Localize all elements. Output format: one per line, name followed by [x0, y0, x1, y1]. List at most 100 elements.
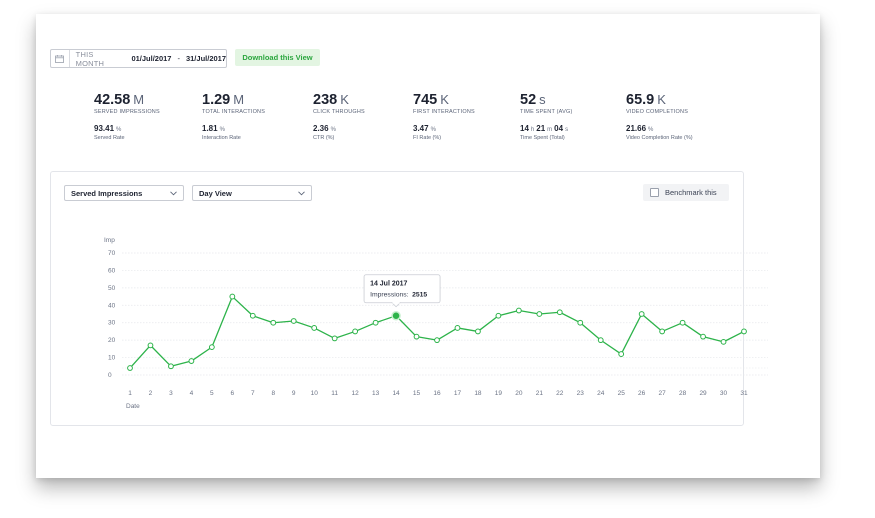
x-axis-label: Date — [126, 403, 140, 410]
x-tick-label: 29 — [699, 390, 707, 397]
data-point — [188, 358, 195, 364]
data-point — [229, 293, 236, 300]
x-tick-label: 13 — [372, 390, 380, 397]
metric-4: 745 K FIRST INTERACTIONS 3.47% FI Rate (%) — [413, 92, 475, 141]
y-axis-label: Imp — [104, 237, 115, 244]
benchmark-label: Benchmark this — [665, 188, 717, 197]
download-view-button[interactable]: Download this View — [235, 49, 320, 66]
metric-sub-value: 2.36% — [313, 124, 336, 133]
x-tick-label: 19 — [495, 390, 503, 397]
data-point — [311, 325, 318, 331]
date-to-value[interactable]: 31/Jul/2017 — [185, 54, 226, 63]
data-point — [679, 319, 686, 326]
metric-select-value: Served Impressions — [71, 188, 143, 198]
metric-value: 52 s — [520, 92, 546, 108]
data-point — [208, 344, 215, 351]
metric-value: 65.9 K — [626, 92, 666, 108]
x-tick-label: 4 — [190, 390, 194, 397]
metric-label: FIRST INTERACTIONS — [413, 109, 475, 115]
x-tick-label: 17 — [454, 390, 462, 397]
benchmark-toggle[interactable]: Benchmark this — [643, 184, 729, 201]
data-point — [127, 365, 133, 371]
data-point — [331, 335, 338, 342]
tooltip-date: 14 Jul 2017 — [370, 281, 407, 288]
data-point — [741, 328, 747, 335]
view-select[interactable]: Day View — [192, 185, 312, 201]
x-tick-label: 14 — [392, 390, 400, 397]
date-from-value[interactable]: 01/Jul/2017 — [131, 54, 172, 63]
x-tick-label: 12 — [352, 390, 360, 397]
data-point — [577, 319, 584, 326]
metric-label: Served Impressions — [94, 109, 160, 115]
view-select-value: Day View — [199, 188, 232, 198]
y-tick-label: 60 — [108, 267, 116, 274]
metric-3: 238 K CLICK THROUGHS 2.36% CTR (%) — [313, 92, 365, 141]
metric-sub-value: 3.47% — [413, 124, 436, 133]
metric-6: 65.9 K VIDEO COMPLETIONS 21.66% Video Comple… — [626, 92, 693, 141]
metric-value: 1.29 M — [202, 92, 245, 108]
x-tick-label: 1 — [128, 390, 132, 397]
data-point — [475, 328, 481, 335]
chevron-down-icon — [170, 189, 177, 198]
benchmark-checkbox[interactable] — [650, 188, 659, 197]
y-tick-label: 10 — [108, 355, 116, 362]
x-tick-label: 26 — [638, 390, 646, 397]
y-tick-label: 30 — [108, 320, 116, 327]
metric-sub-label: Interaction Rate — [202, 135, 241, 141]
x-tick-label: 2 — [149, 390, 153, 397]
metric-sub-label: Video Completion Rate (%) — [626, 135, 693, 141]
x-tick-label: 5 — [210, 390, 214, 397]
date-separator: - — [177, 54, 180, 63]
data-point — [147, 342, 154, 349]
x-tick-label: 15 — [413, 390, 421, 397]
x-tick-label: 10 — [311, 390, 319, 397]
y-tick-label: 70 — [108, 250, 116, 257]
x-tick-label: 28 — [679, 390, 687, 397]
data-point — [515, 307, 522, 314]
x-tick-label: 9 — [292, 390, 296, 397]
data-point — [597, 337, 604, 344]
data-point-highlighted — [391, 310, 401, 321]
x-tick-label: 27 — [659, 390, 667, 397]
data-point — [434, 337, 440, 344]
metric-select[interactable]: Served Impressions — [64, 185, 184, 201]
y-tick-label: 0 — [108, 372, 112, 379]
metric-value: 745 K — [413, 92, 449, 108]
data-point — [536, 311, 543, 317]
metric-label: TIME SPENT (AVG) — [520, 109, 573, 115]
metric-sub-label: CTR (%) — [313, 135, 335, 141]
metric-sub-value: 14 h 21 m 04 s — [520, 124, 569, 133]
data-point — [270, 319, 277, 326]
metric-sub-value: 1.81% — [202, 124, 225, 133]
metric-sub-label: FI Rate (%) — [413, 135, 442, 141]
metric-1: 42.58 M Served Impressions 93.41% Served Rat… — [94, 92, 160, 141]
metric-2: 1.29 M TOTAL INTERACTIONS 1.81% Interaction … — [202, 92, 265, 141]
y-tick-label: 20 — [108, 337, 116, 344]
calendar-icon[interactable] — [51, 50, 70, 67]
metric-value: 42.58 M — [94, 92, 145, 108]
data-point — [290, 318, 297, 324]
metric-5: 52 s TIME SPENT (AVG) 14 h 21 m 04 s Time Spent (… — [520, 92, 573, 141]
x-tick-label: 18 — [474, 390, 482, 397]
data-point — [720, 338, 727, 345]
data-point — [372, 319, 379, 326]
tooltip-label: Impressions: — [370, 292, 409, 299]
x-tick-label: 11 — [331, 390, 338, 397]
x-tick-label: 3 — [169, 390, 173, 397]
tooltip-box — [363, 274, 441, 304]
x-tick-label: 8 — [271, 390, 275, 397]
metric-label: TOTAL INTERACTIONS — [202, 109, 266, 115]
metric-label: CLICK THROUGHS — [313, 109, 365, 115]
date-range-filter[interactable]: THIS MONTH 01/Jul/2017 - 31/Jul/2017 — [50, 49, 227, 68]
date-range-label: THIS MONTH — [75, 49, 105, 68]
x-tick-label: 21 — [536, 390, 544, 397]
metric-sub-label: Time Spent (Total) — [520, 135, 565, 141]
data-point — [454, 325, 461, 331]
x-tick-label: 7 — [251, 390, 255, 397]
metric-sub-value: 21.66% — [626, 124, 654, 133]
x-tick-label: 24 — [597, 390, 605, 397]
y-tick-label: 50 — [108, 285, 116, 292]
x-tick-label: 25 — [618, 390, 626, 397]
chevron-down-icon — [298, 189, 305, 198]
